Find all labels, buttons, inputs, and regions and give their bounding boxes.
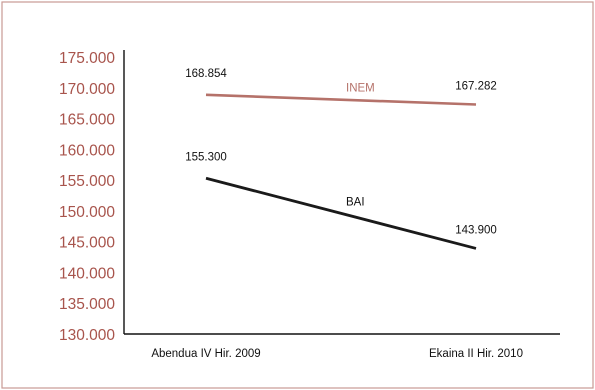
y-tick-label: 145.000 xyxy=(59,235,115,252)
y-tick-label: 135.000 xyxy=(59,296,115,313)
data-label: 155.300 xyxy=(185,151,227,163)
y-tick-label: 170.000 xyxy=(59,81,115,98)
y-tick-label: 160.000 xyxy=(59,142,115,159)
chart-axes xyxy=(123,50,560,335)
y-tick-label: 150.000 xyxy=(59,204,115,221)
y-tick-label: 175.000 xyxy=(59,50,115,67)
series-inem: 168.854 167.282 INEM xyxy=(185,68,497,106)
series-line xyxy=(205,176,477,250)
y-tick-label: 130.000 xyxy=(59,327,115,344)
data-label: 167.282 xyxy=(455,81,497,93)
series-bai: 155.300 143.900 BAI xyxy=(185,151,497,250)
data-label: 143.900 xyxy=(455,224,497,236)
series-name-label: BAI xyxy=(346,196,365,208)
data-label: 168.854 xyxy=(185,68,227,80)
y-tick-label: 165.000 xyxy=(59,112,115,129)
y-tick-labels: 130.000 135.000 140.000 145.000 150.000 155.0… xyxy=(59,50,115,344)
y-tick-label: 140.000 xyxy=(59,265,115,282)
series-layer: 168.854 167.282 INEM 155.300 143.900 BAI xyxy=(185,68,497,250)
x-tick-label: Ekaina II Hir. 2010 xyxy=(429,348,523,360)
series-line xyxy=(205,93,477,106)
y-tick-label: 155.000 xyxy=(59,173,115,190)
x-tick-label: Abendua IV Hir. 2009 xyxy=(151,348,260,360)
series-name-label: INEM xyxy=(346,83,375,95)
x-tick-labels: Abendua IV Hir. 2009 Ekaina II Hir. 2010 xyxy=(151,348,523,360)
